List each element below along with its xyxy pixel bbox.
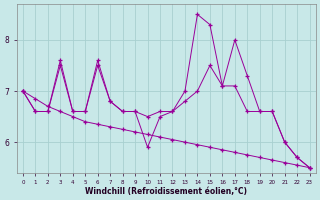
X-axis label: Windchill (Refroidissement éolien,°C): Windchill (Refroidissement éolien,°C)	[85, 187, 247, 196]
